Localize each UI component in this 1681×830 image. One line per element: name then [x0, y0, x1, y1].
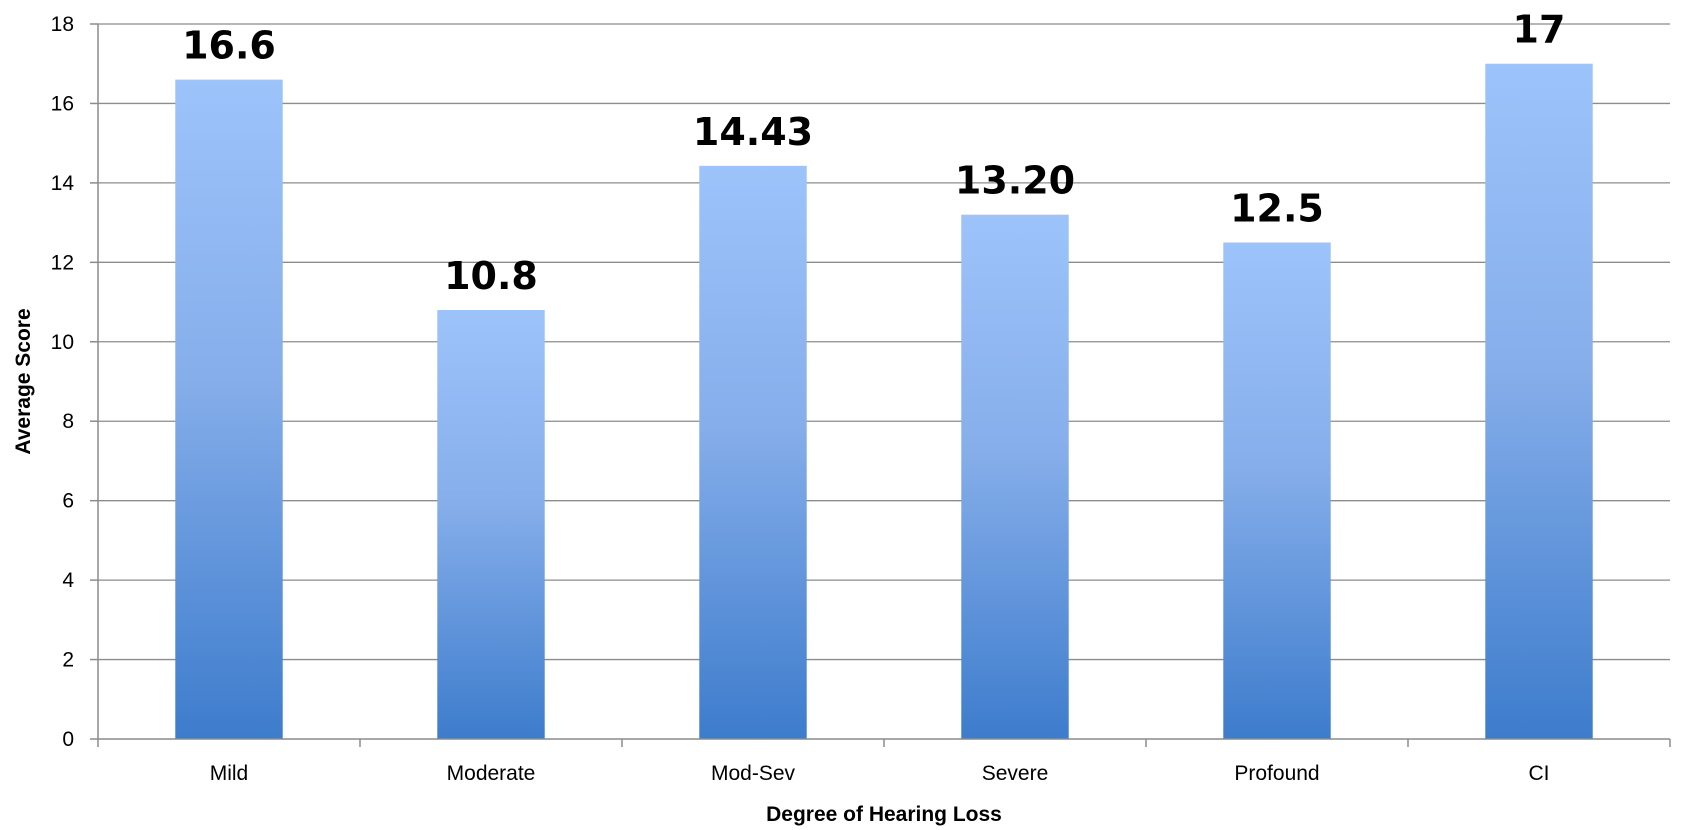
- bars: [175, 63, 1593, 740]
- data-label: 13.20: [955, 159, 1075, 203]
- x-tick-label: Profound: [1234, 762, 1319, 785]
- y-tick-label: 14: [51, 172, 75, 195]
- y-tick-label: 8: [62, 410, 74, 433]
- y-tick-label: 16: [51, 92, 74, 115]
- bar-mild: [175, 79, 283, 740]
- x-tick-label: Severe: [982, 762, 1049, 785]
- y-tick-label: 2: [62, 649, 74, 672]
- x-tick-label: Moderate: [447, 762, 536, 785]
- bar-mod-sev: [699, 165, 807, 739]
- bar-ci: [1485, 63, 1593, 739]
- y-tick-label: 4: [62, 569, 74, 592]
- x-tick-label: Mild: [210, 762, 249, 785]
- y-tick-label: 10: [51, 331, 74, 354]
- bar-moderate: [437, 310, 545, 739]
- labels: 0 2 4 6 8 10 12 14 16 18 16.6 Mild 10.8 Moderate 14.43…: [51, 8, 1566, 785]
- bar-profound: [1223, 242, 1331, 739]
- x-tick-label: Mod-Sev: [711, 762, 796, 785]
- data-label: 17: [1513, 8, 1566, 52]
- axes: [90, 23, 1671, 747]
- x-tick-label: CI: [1529, 762, 1550, 785]
- gridlines: [98, 23, 1670, 661]
- data-label: 16.6: [182, 24, 276, 68]
- y-axis-title: Average Score: [12, 308, 35, 454]
- y-tick-label: 18: [51, 13, 74, 36]
- data-label: 10.8: [444, 254, 538, 298]
- y-tick-label: 0: [62, 728, 74, 751]
- x-axis-title: Degree of Hearing Loss: [766, 803, 1002, 826]
- y-tick-label: 12: [51, 251, 74, 274]
- y-tick-label: 6: [62, 490, 74, 513]
- data-label: 12.5: [1230, 186, 1324, 230]
- bar-severe: [961, 214, 1069, 739]
- data-label: 14.43: [693, 110, 813, 154]
